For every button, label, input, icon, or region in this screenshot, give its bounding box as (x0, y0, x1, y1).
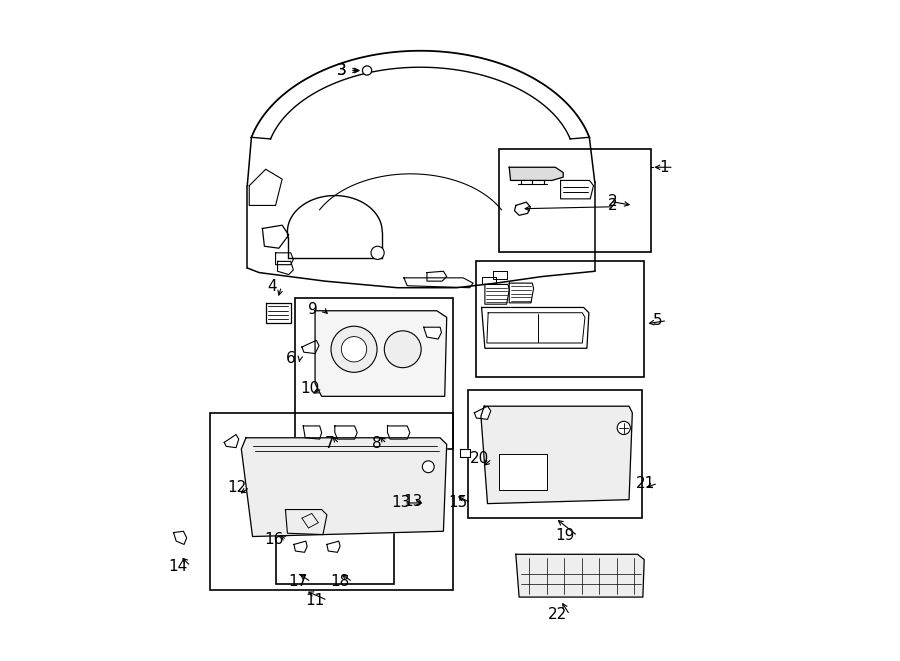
Polygon shape (460, 449, 470, 457)
Text: 2: 2 (608, 198, 617, 213)
Polygon shape (516, 555, 644, 597)
Circle shape (384, 330, 421, 368)
Text: 22: 22 (547, 607, 567, 623)
Circle shape (371, 247, 384, 259)
Text: 13: 13 (403, 494, 422, 509)
Polygon shape (427, 271, 446, 281)
Polygon shape (509, 283, 534, 303)
Circle shape (331, 327, 377, 372)
Text: 12: 12 (228, 480, 247, 494)
Polygon shape (327, 541, 340, 553)
Bar (275, 495, 394, 584)
Text: 15: 15 (449, 496, 468, 510)
Polygon shape (500, 454, 547, 490)
Circle shape (422, 461, 434, 473)
Text: 2: 2 (608, 194, 617, 209)
Polygon shape (277, 261, 293, 274)
Text: 14: 14 (168, 559, 187, 574)
Polygon shape (174, 531, 186, 545)
Polygon shape (241, 438, 446, 537)
Polygon shape (485, 284, 509, 304)
Circle shape (363, 66, 372, 75)
Polygon shape (275, 253, 293, 264)
Polygon shape (515, 202, 530, 215)
Polygon shape (249, 169, 283, 206)
Text: 4: 4 (267, 279, 276, 294)
Text: 21: 21 (635, 476, 655, 490)
Polygon shape (266, 303, 291, 323)
Polygon shape (474, 407, 490, 419)
Polygon shape (561, 180, 593, 199)
Polygon shape (493, 271, 508, 279)
Text: 18: 18 (330, 574, 349, 590)
Polygon shape (263, 225, 289, 249)
Text: 8: 8 (373, 436, 382, 451)
Polygon shape (303, 426, 321, 439)
Bar (476, 261, 644, 377)
Polygon shape (482, 307, 589, 348)
Polygon shape (302, 340, 319, 354)
Polygon shape (315, 311, 446, 397)
Polygon shape (509, 167, 563, 180)
Circle shape (341, 336, 366, 362)
Text: 6: 6 (285, 350, 295, 366)
Text: 16: 16 (265, 532, 284, 547)
Polygon shape (424, 327, 441, 339)
Text: 17: 17 (289, 574, 308, 590)
Text: 5: 5 (652, 313, 662, 328)
Polygon shape (224, 434, 238, 447)
Text: 7: 7 (325, 436, 335, 451)
Text: 9: 9 (309, 302, 319, 317)
Text: 20: 20 (470, 451, 489, 467)
Text: 3: 3 (337, 63, 347, 78)
Polygon shape (335, 426, 357, 439)
Bar (468, 390, 643, 518)
Text: 19: 19 (555, 528, 575, 543)
Bar (500, 149, 651, 252)
Polygon shape (285, 510, 327, 535)
Polygon shape (487, 313, 585, 343)
Polygon shape (388, 426, 410, 439)
Bar (295, 297, 454, 449)
Polygon shape (294, 541, 307, 553)
Text: 3: 3 (337, 63, 347, 78)
Circle shape (617, 421, 630, 434)
Text: 1: 1 (660, 160, 669, 175)
Polygon shape (404, 278, 473, 288)
Text: 10: 10 (300, 381, 319, 396)
Text: 13: 13 (392, 496, 410, 510)
Text: 11: 11 (305, 593, 324, 608)
Polygon shape (482, 276, 496, 284)
Polygon shape (481, 407, 633, 504)
Bar (210, 412, 454, 590)
